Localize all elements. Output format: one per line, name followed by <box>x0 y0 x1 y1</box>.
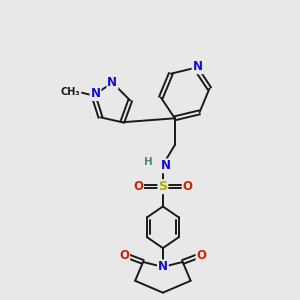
Text: O: O <box>196 248 206 262</box>
Text: O: O <box>183 180 193 193</box>
Text: N: N <box>193 60 202 73</box>
Text: CH₃: CH₃ <box>61 86 81 97</box>
Text: S: S <box>158 180 167 193</box>
Text: O: O <box>119 248 129 262</box>
Text: N: N <box>91 87 100 100</box>
Text: N: N <box>161 159 171 172</box>
Text: N: N <box>107 76 117 89</box>
Text: H: H <box>144 157 152 167</box>
Text: O: O <box>133 180 143 193</box>
Text: N: N <box>158 260 168 273</box>
